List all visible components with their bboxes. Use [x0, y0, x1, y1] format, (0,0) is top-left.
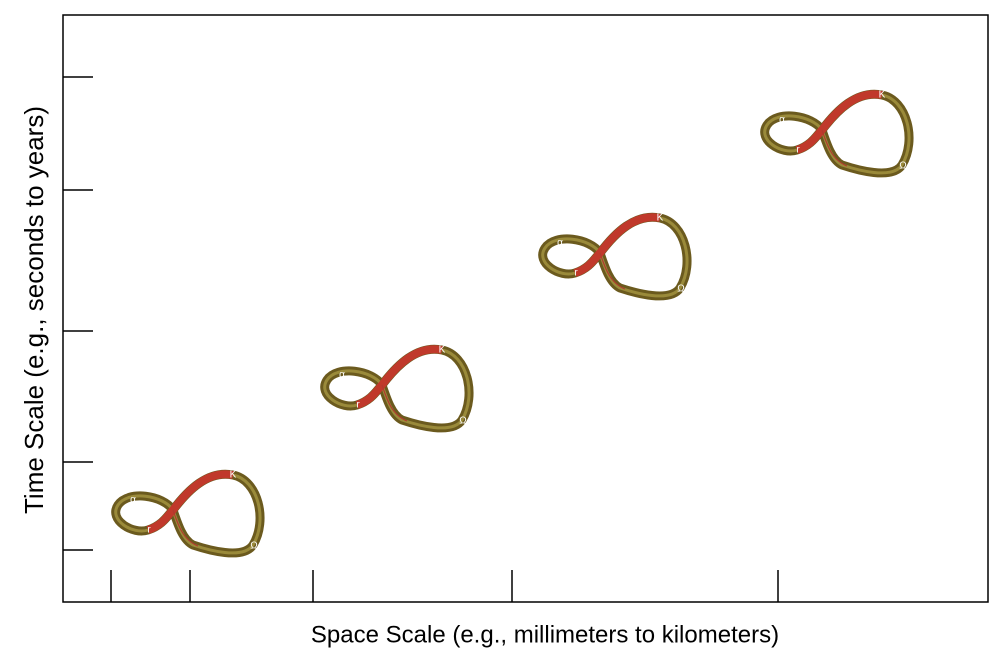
plot-frame	[62, 14, 989, 603]
alpha-label: α	[779, 115, 785, 126]
adaptive-cycle: α Kr Ω	[760, 90, 914, 178]
loop-highlight	[541, 215, 689, 298]
alpha-label: α	[339, 370, 345, 381]
omega-label: Ω	[459, 416, 467, 427]
k-label: K	[879, 90, 886, 101]
y-axis-label: Time Scale (e.g., seconds to years)	[19, 106, 49, 514]
loop-back	[821, 129, 848, 167]
alpha-label: α	[130, 495, 136, 506]
loop-front	[355, 345, 443, 409]
k-label: K	[439, 345, 446, 356]
omega-label: Ω	[677, 284, 685, 295]
r-label: r	[796, 145, 800, 156]
adaptive-cycle: α Kr Ω	[538, 213, 692, 301]
loop-front	[795, 90, 883, 154]
adaptive-cycle: α Kr Ω	[111, 470, 265, 558]
loop-highlight	[323, 347, 471, 430]
x-axis-label: Space Scale (e.g., millimeters to kilome…	[311, 621, 779, 648]
loop-back	[599, 252, 626, 290]
r-label: r	[356, 400, 360, 411]
k-label: K	[230, 470, 237, 481]
alpha-label: α	[557, 238, 563, 249]
omega-label: Ω	[250, 541, 258, 552]
loop-front	[573, 213, 661, 277]
loop-highlight	[114, 472, 262, 555]
y-ticks	[63, 76, 93, 551]
adaptive-cycle: α Kr Ω	[320, 345, 474, 433]
r-label: r	[574, 268, 578, 279]
omega-label: Ω	[899, 161, 907, 172]
r-label: r	[147, 525, 151, 536]
loops: α Kr Ωα Kr Ωα Kr Ωα Kr Ω	[111, 90, 914, 558]
x-ticks	[110, 570, 779, 602]
loop-highlight	[763, 92, 911, 175]
k-label: K	[657, 213, 664, 224]
loop-front	[146, 470, 234, 534]
loop-back	[172, 509, 199, 547]
loop-back	[381, 384, 408, 422]
